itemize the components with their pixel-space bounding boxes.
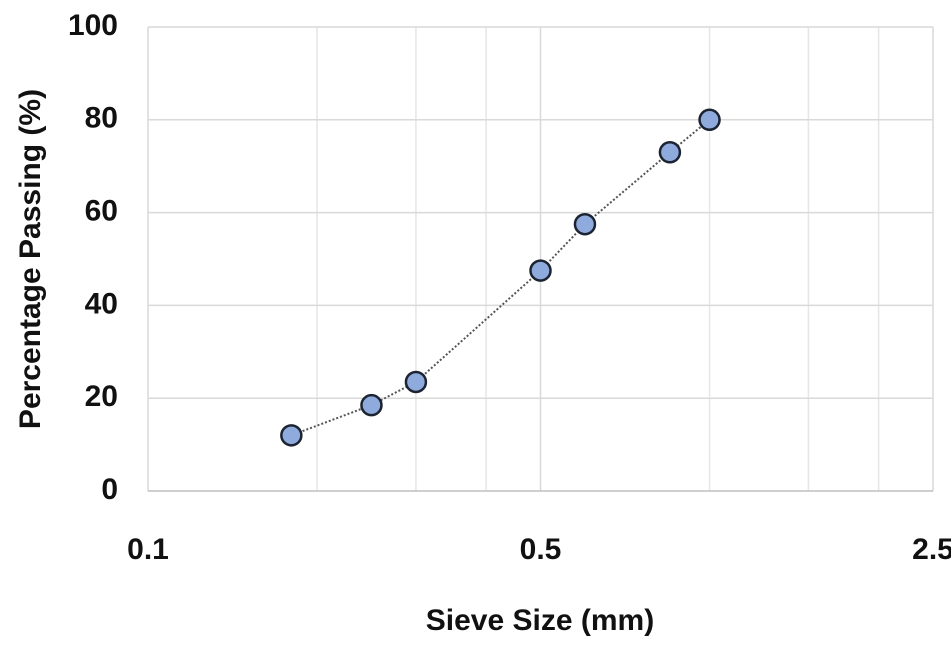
x-tick-label: 0.1 [127,533,169,566]
data-point [573,212,597,236]
data-point [658,141,682,164]
data-point [404,370,428,394]
x-axis-title: Sieve Size (mm) [426,604,654,637]
y-tick-label: 80 [85,102,118,135]
x-tick-label: 0.5 [520,533,562,566]
y-tick-label: 100 [68,9,118,42]
data-point [698,108,721,132]
data-point [529,259,552,282]
y-axis-title: Percentage Passing (%) [14,89,47,429]
y-tick-label: 20 [85,380,118,413]
y-tick-label: 60 [85,195,118,228]
x-tick-label: 2.5 [912,533,951,566]
data-point [280,424,303,447]
series-line [290,119,711,437]
y-tick-label: 0 [101,473,118,506]
y-tick-label: 40 [85,287,118,320]
data-point [360,393,383,417]
